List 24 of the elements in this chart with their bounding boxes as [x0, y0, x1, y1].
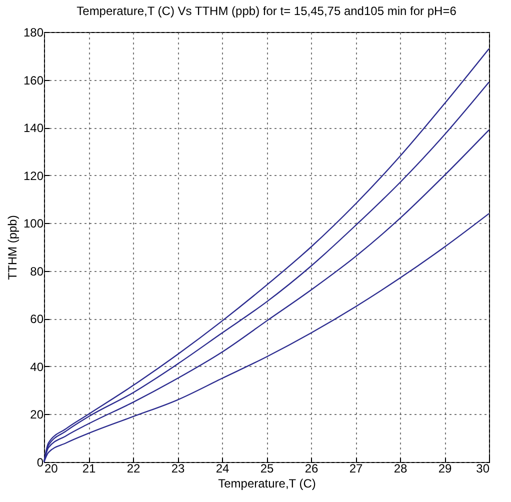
x-tick-label: 23 [171, 462, 185, 476]
y-tick-label: 120 [23, 168, 44, 183]
y-tick-label: 60 [30, 312, 44, 326]
y-tick-label: 140 [23, 121, 44, 136]
chart-title: Temperature,T (C) Vs TTHM (ppb) for t= 15,45,75 and105 min for pH=6 [76, 4, 457, 18]
y-tick-label: 100 [23, 216, 44, 231]
y-tick-label: 180 [23, 26, 44, 40]
y-tick-label: 160 [23, 73, 44, 88]
y-tick-label: 0 [36, 456, 44, 470]
y-tick-label: 80 [30, 264, 44, 278]
x-tick-label: 26 [304, 462, 318, 476]
x-tick-label: 27 [349, 462, 363, 476]
x-tick-label: 28 [394, 462, 408, 476]
x-tick-label: 29 [438, 462, 452, 476]
x-axis-title: Temperature,T (C) [218, 476, 316, 490]
x-tick-label: 20 [44, 462, 58, 476]
x-tick-label: 22 [126, 462, 140, 476]
y-axis-title: TTHM (ppb) [5, 215, 20, 280]
x-tick-label: 24 [216, 462, 230, 476]
x-tick-label: 25 [260, 462, 274, 476]
x-tick-label: 21 [82, 462, 96, 476]
y-tick-label: 20 [30, 408, 44, 422]
y-tick-label: 40 [30, 360, 44, 374]
x-tick-label: 30 [476, 462, 490, 476]
